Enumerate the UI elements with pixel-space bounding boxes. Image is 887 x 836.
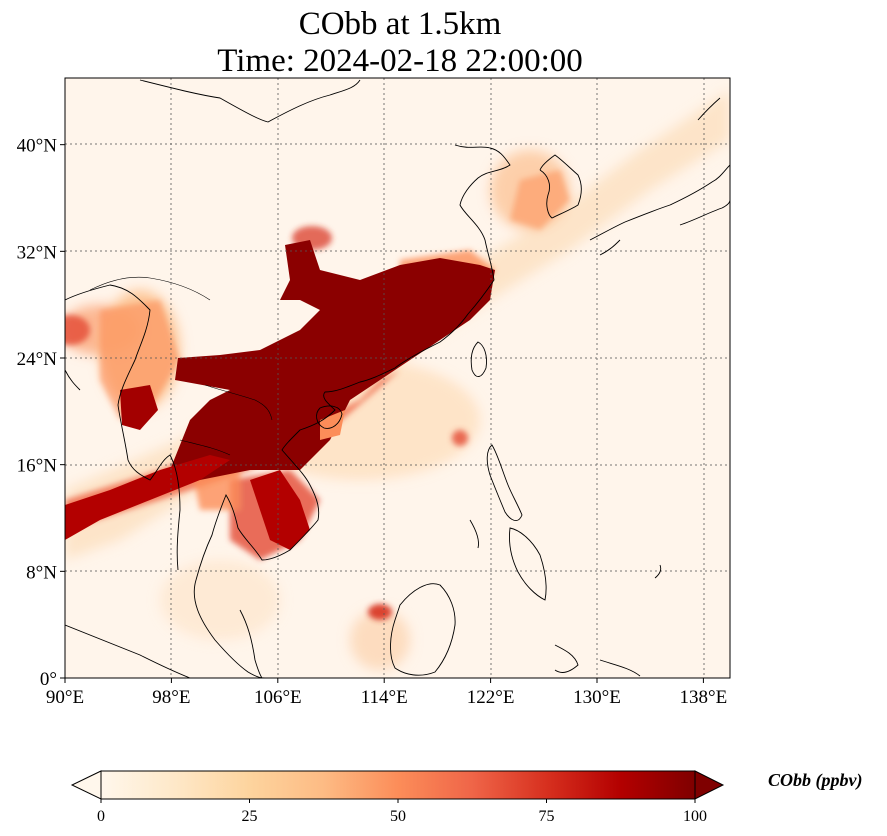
coastlines [65,79,730,678]
colorbar-tick-label: 0 [97,808,105,825]
lon-tick-label: 90°E [46,687,84,708]
lat-tick-label: 8°N [26,562,57,583]
colorbar-label: CObb (ppbv) [768,770,863,790]
lon-tick-label: 106°E [254,687,302,708]
lat-axis: 0° 8°N 16°N 24°N 32°N 40°N [17,136,65,690]
lat-tick-label: 24°N [17,349,58,370]
colorbar-extend-high [694,770,725,800]
lat-tick-label: 40°N [17,136,58,157]
colorbar-tick-label: 50 [390,808,406,825]
map-panel [65,78,730,678]
lat-tick-label: 0° [40,669,57,690]
map-frame [64,77,731,679]
lon-tick-label: 130°E [573,687,621,708]
plot-title-line-1: CObb at 1.5km [298,6,502,42]
lon-tick-label: 98°E [152,687,190,708]
lon-tick-label: 138°E [680,687,728,708]
plot-title-line-2: Time: 2024-02-18 22:00:00 [217,43,583,79]
colorbar-gradient [101,771,695,799]
colorbar-extend-low [70,770,102,800]
gridlines [65,78,730,678]
colorbar-tick-label: 25 [242,808,258,825]
lon-tick-label: 114°E [361,687,408,708]
lat-tick-label: 16°N [17,456,58,477]
colorbar-tick-label: 75 [539,808,555,825]
lon-axis: 90°E 98°E 106°E 114°E 122°E 130°E 138°E [46,678,727,708]
lat-tick-label: 32°N [17,242,58,263]
colorbar-tick-label: 100 [683,808,707,825]
colorbar: 0 25 50 75 100 [70,770,725,825]
colorbar-ticks: 0 25 50 75 100 [97,799,707,825]
cobb-field-core [65,240,495,550]
lon-tick-label: 122°E [467,687,515,708]
